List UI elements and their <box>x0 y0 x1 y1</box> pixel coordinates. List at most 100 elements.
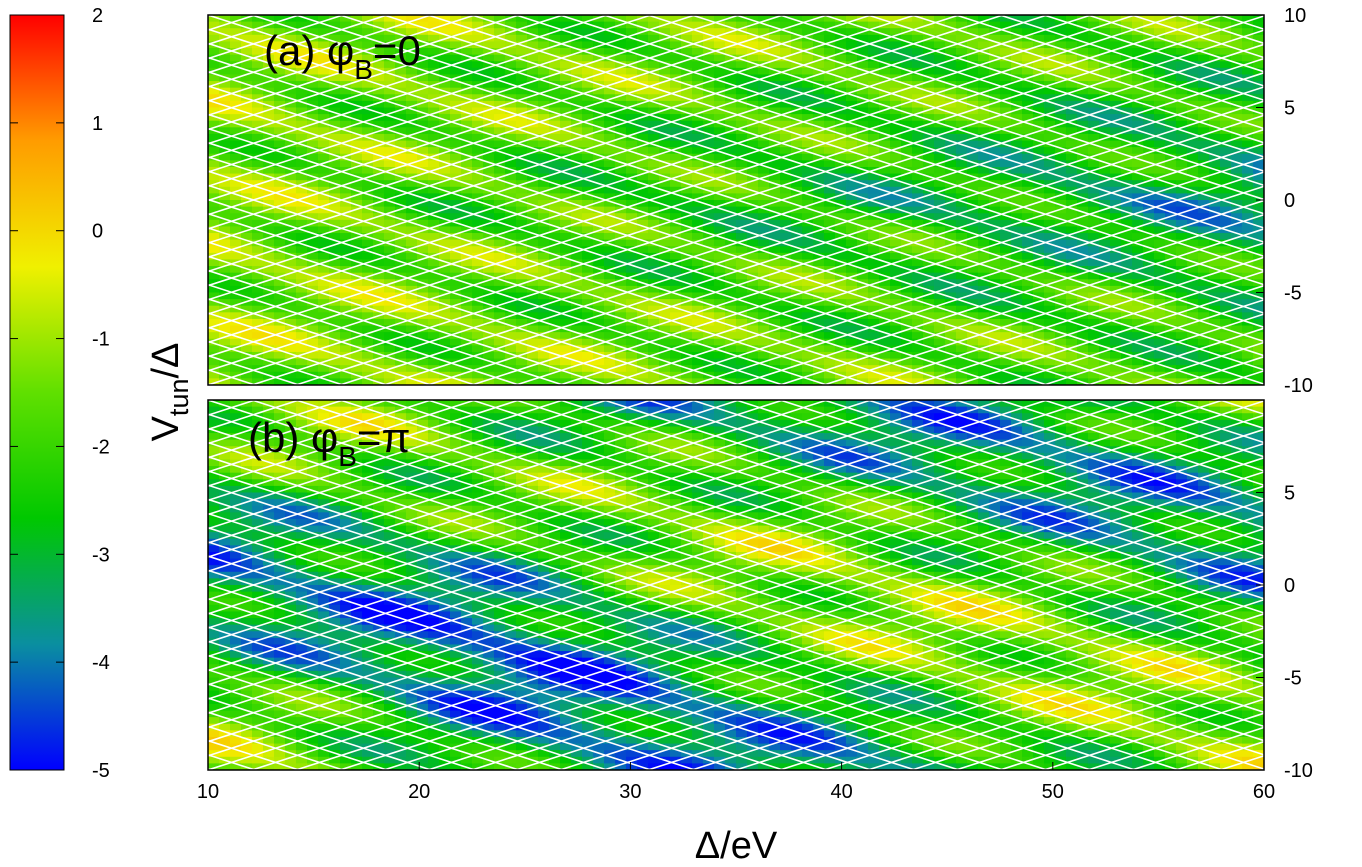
heatmap-cell <box>582 345 594 353</box>
heatmap-cell <box>318 107 330 115</box>
heatmap-cell <box>846 226 858 234</box>
heatmap-cell <box>681 233 693 241</box>
heatmap-cell <box>450 140 462 148</box>
heatmap-cell <box>340 94 352 102</box>
heatmap-cell <box>659 325 671 333</box>
heatmap-cell <box>494 15 506 23</box>
heatmap-cell <box>593 299 605 307</box>
heatmap-cell <box>384 87 396 95</box>
heatmap-cell <box>945 252 957 261</box>
heatmap-cell <box>450 325 462 333</box>
heatmap-cell <box>1143 345 1155 353</box>
heatmap-cell <box>791 252 803 261</box>
heatmap-cell <box>758 100 770 109</box>
heatmap-cell <box>681 305 693 313</box>
heatmap-cell <box>1055 54 1067 62</box>
heatmap-cell <box>1154 41 1166 49</box>
heatmap-cell <box>472 345 484 353</box>
heatmap-cell <box>439 358 451 366</box>
heatmap-cell <box>868 54 880 62</box>
heatmap-cell <box>758 193 770 201</box>
heatmap-cell <box>802 252 814 261</box>
heatmap-cell <box>593 219 605 228</box>
heatmap-cell <box>461 332 473 340</box>
heatmap-cell <box>868 332 880 340</box>
heatmap-cell <box>1033 34 1045 43</box>
heatmap-cell <box>1165 133 1177 142</box>
heatmap-cell <box>670 285 682 294</box>
heatmap-cell <box>571 200 583 208</box>
heatmap-cell <box>373 166 385 175</box>
heatmap-cell <box>406 305 418 313</box>
heatmap-cell <box>703 345 715 353</box>
heatmap-cell <box>483 61 495 69</box>
heatmap-cell <box>934 41 946 49</box>
heatmap-cell <box>450 94 462 102</box>
heatmap-cell <box>527 213 539 221</box>
heatmap-cell <box>1000 173 1012 181</box>
heatmap-cell <box>670 378 682 385</box>
heatmap-cell <box>1000 206 1012 214</box>
heatmap-cell <box>274 67 286 76</box>
heatmap-cell <box>1176 233 1188 241</box>
heatmap-cell <box>989 239 1001 247</box>
heatmap-cell <box>593 252 605 261</box>
heatmap-cell <box>1132 107 1144 115</box>
heatmap-cell <box>483 332 495 340</box>
heatmap-cell <box>945 107 957 115</box>
heatmap-cell <box>659 100 671 109</box>
heatmap-cell <box>516 173 528 181</box>
heatmap-cell <box>208 153 220 161</box>
heatmap-cell <box>461 87 473 95</box>
heatmap-cell <box>1165 100 1177 109</box>
heatmap-cell <box>802 87 814 95</box>
heatmap-cell <box>791 74 803 82</box>
heatmap-cell <box>813 34 825 43</box>
heatmap-cell <box>472 48 484 56</box>
heatmap-cell <box>967 107 979 115</box>
heatmap-cell <box>692 160 704 168</box>
heatmap-cell <box>846 21 858 29</box>
heatmap-cell <box>791 15 803 23</box>
heatmap-cell <box>769 292 781 300</box>
heatmap-cell <box>725 153 737 161</box>
heatmap-cell <box>1011 48 1023 56</box>
heatmap-cell <box>692 114 704 122</box>
heatmap-cell <box>835 365 847 373</box>
heatmap-cell <box>1066 180 1078 188</box>
heatmap-cell <box>1011 193 1023 201</box>
heatmap-cell <box>1176 160 1188 168</box>
heatmap-cell <box>1022 180 1034 188</box>
heatmap-cell <box>230 279 242 287</box>
heatmap-cell <box>703 48 715 56</box>
heatmap-cell <box>450 28 462 36</box>
heatmap-cell <box>758 41 770 49</box>
heatmap-cell <box>439 48 451 56</box>
heatmap-cell <box>351 140 363 148</box>
heatmap-cell <box>615 378 627 385</box>
heatmap-cell <box>1110 186 1122 194</box>
heatmap-cell <box>703 299 715 307</box>
heatmap-cell <box>626 107 638 115</box>
heatmap-cell <box>351 200 363 208</box>
heatmap-cell <box>846 266 858 274</box>
heatmap-cell <box>1088 87 1100 95</box>
heatmap-cell <box>1154 100 1166 109</box>
heatmap-cell <box>758 312 770 320</box>
heatmap-cell <box>923 266 935 274</box>
heatmap-cell <box>329 74 341 82</box>
heatmap-cell <box>285 61 297 69</box>
heatmap-cell <box>1154 61 1166 69</box>
heatmap-cell <box>945 15 957 23</box>
heatmap-cell <box>527 160 539 168</box>
heatmap-cell <box>659 332 671 340</box>
heatmap-cell <box>263 166 275 175</box>
heatmap-cell <box>1110 285 1122 294</box>
heatmap-cell <box>307 61 319 69</box>
heatmap-cell <box>373 61 385 69</box>
heatmap-cell <box>769 48 781 56</box>
heatmap-cell <box>1154 305 1166 313</box>
heatmap-cell <box>1165 200 1177 208</box>
heatmap-cell <box>1011 246 1023 254</box>
heatmap-cell <box>472 371 484 379</box>
